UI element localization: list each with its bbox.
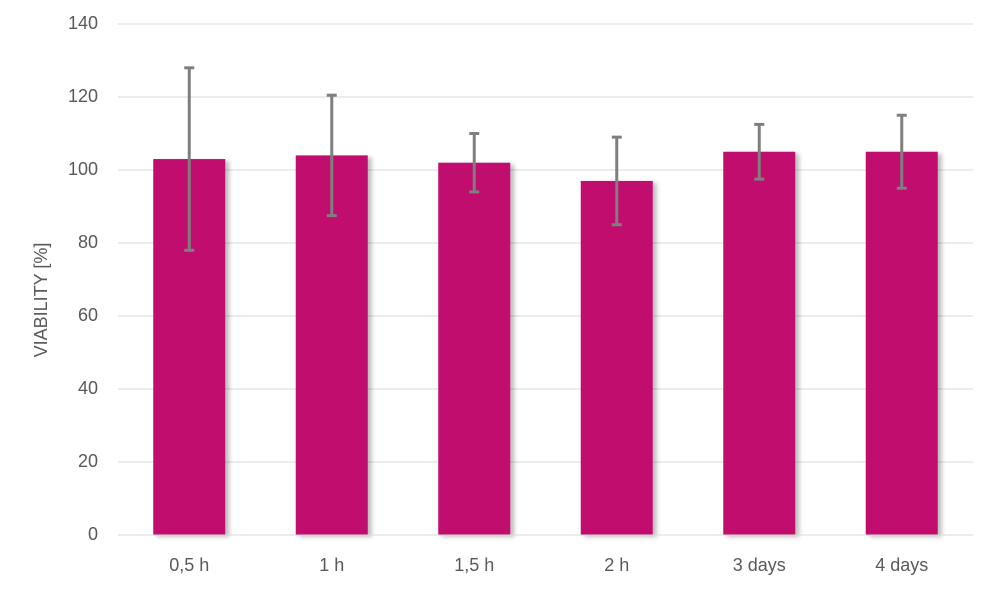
x-tick-label: 3 days — [733, 555, 786, 575]
x-tick-label: 1,5 h — [454, 555, 494, 575]
bar — [438, 162, 511, 535]
y-tick-label: 80 — [78, 232, 98, 252]
bar — [865, 151, 938, 535]
bar — [580, 180, 653, 535]
error-bar — [184, 66, 195, 252]
error-bar — [326, 93, 337, 218]
y-tick-label: 100 — [68, 159, 98, 179]
y-tick-label: 20 — [78, 451, 98, 471]
x-tick-label: 2 h — [604, 555, 629, 575]
y-tick-label: 140 — [68, 13, 98, 33]
y-tick-label: 120 — [68, 86, 98, 106]
y-tick-label: 40 — [78, 378, 98, 398]
x-tick-label: 1 h — [319, 555, 344, 575]
y-tick-label: 0 — [88, 524, 98, 544]
x-tick-label: 4 days — [875, 555, 928, 575]
error-bar — [754, 122, 765, 181]
x-tick-label: 0,5 h — [169, 555, 209, 575]
bar — [723, 151, 796, 535]
error-bar — [611, 135, 622, 227]
error-bar — [469, 132, 480, 194]
y-axis-label: VIABILITY [%] — [31, 243, 51, 358]
y-tick-label: 60 — [78, 305, 98, 325]
bar — [295, 155, 368, 535]
error-bar — [896, 113, 907, 190]
